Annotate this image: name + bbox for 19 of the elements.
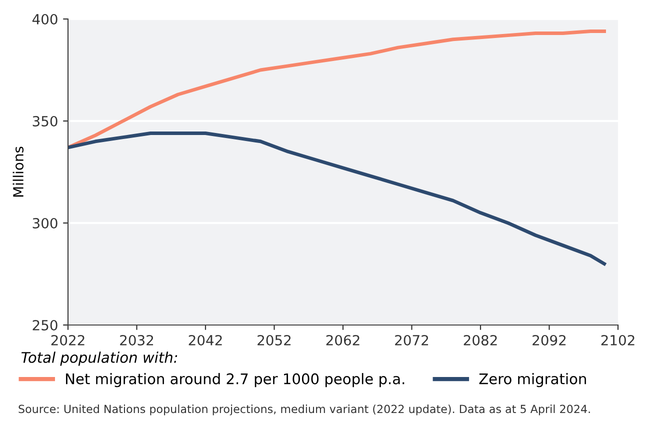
x-tick-label: 2072 xyxy=(395,334,428,346)
legend-label: Net migration around 2.7 per 1000 people p.a. xyxy=(66,373,404,388)
legend-label: Zero migration xyxy=(479,373,586,388)
y-tick-label: 250 xyxy=(32,320,58,330)
line-series xyxy=(68,132,606,266)
x-tick-label: 2062 xyxy=(326,334,360,346)
y-tick-label: 400 xyxy=(32,14,58,24)
x-tick-label: 2082 xyxy=(464,334,497,346)
legend-title: Total population with: xyxy=(21,352,178,366)
y-tick-label: 300 xyxy=(32,218,58,228)
x-tick-label: 2052 xyxy=(258,334,291,346)
y-tick-label: 350 xyxy=(32,116,58,126)
x-tick-label: 2032 xyxy=(120,334,154,346)
source-note: Source: United Nations population projections, medium variant (2022 update). Data as at 5 April 2024. xyxy=(18,404,590,416)
x-tick-label: 2042 xyxy=(188,334,222,346)
x-tick-label: 2092 xyxy=(532,334,566,346)
x-tick-label: 2102 xyxy=(601,334,634,346)
x-tick-label: 2022 xyxy=(51,334,84,346)
y-axis-title: Millions xyxy=(12,146,24,197)
